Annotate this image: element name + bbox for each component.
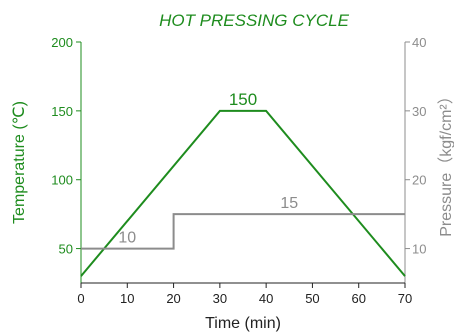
x-tick-label: 10 [120, 291, 134, 306]
x-tick-label: 0 [77, 291, 84, 306]
y-right-tick-label: 20 [412, 173, 426, 188]
chart-series [80, 109, 406, 277]
x-tick-label: 30 [213, 291, 227, 306]
y-right-tick-label: 30 [412, 104, 426, 119]
x-axis-label: Time (min) [205, 315, 281, 332]
temperature-annotation: 150 [229, 90, 257, 109]
y-axis-left-label: Temperature (℃) [11, 101, 28, 224]
pressure-line [81, 213, 405, 250]
temperature-line [80, 109, 406, 277]
chart-labels: Time (min) Temperature (℃) Pressure（kgf/cm… [11, 88, 454, 332]
y-left-tick-label: 50 [59, 242, 73, 257]
pressure-annotation: 10 [118, 230, 136, 247]
x-tick-label: 60 [351, 291, 365, 306]
x-tick-label: 40 [259, 291, 273, 306]
y-axis-right-label: Pressure（kgf/cm²） [437, 88, 454, 236]
y-right-tick-label: 40 [412, 35, 426, 50]
pressure-annotation: 15 [280, 195, 298, 212]
y-left-tick-label: 200 [51, 35, 73, 50]
chart-axes: 0 10 20 30 40 50 60 70 50 100 150 200 10 20 30 40 [51, 35, 426, 306]
x-tick-label: 70 [398, 291, 412, 306]
y-left-tick-label: 150 [51, 104, 73, 119]
x-tick-label: 50 [305, 291, 319, 306]
x-tick-label: 20 [166, 291, 180, 306]
y-left-tick-label: 100 [51, 173, 73, 188]
chart-title: HOT PRESSING CYCLE [159, 11, 350, 30]
y-right-tick-label: 10 [412, 242, 426, 257]
